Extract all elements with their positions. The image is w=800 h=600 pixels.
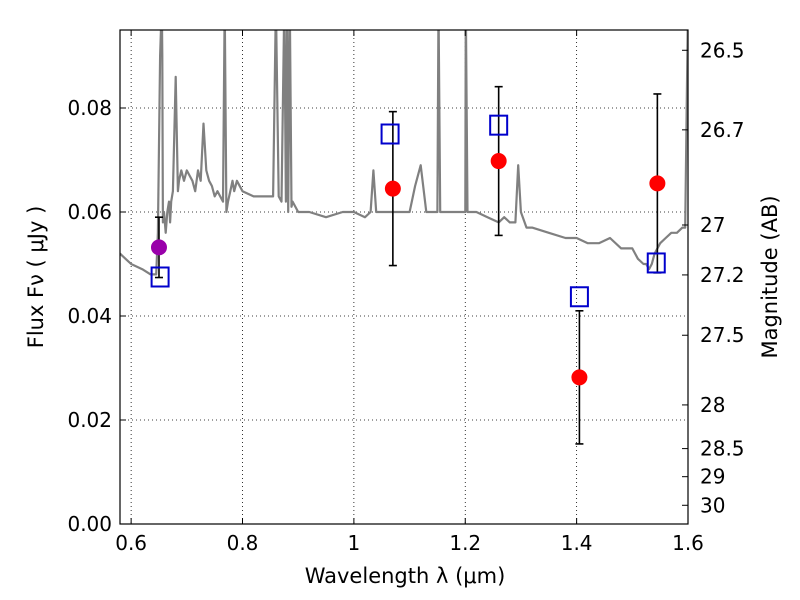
y-tick-label: 0.08 bbox=[67, 96, 112, 120]
x-axis-label: Wavelength λ (μm) bbox=[305, 564, 506, 588]
y2-tick-label: 27 bbox=[700, 213, 725, 237]
model-spectrum bbox=[120, 30, 688, 276]
y-tick-label: 0.00 bbox=[67, 512, 112, 536]
x-tick-label: 0.8 bbox=[227, 531, 259, 555]
y2-tick-label: 27.2 bbox=[700, 263, 745, 287]
x-tick-label: 1.2 bbox=[449, 531, 481, 555]
y-tick-label: 0.06 bbox=[67, 200, 112, 224]
y2-tick-label: 26.7 bbox=[700, 118, 745, 142]
x-tick-label: 1.6 bbox=[672, 531, 704, 555]
model-band-square bbox=[150, 266, 170, 288]
model-band-square bbox=[380, 123, 400, 145]
data-point bbox=[150, 239, 167, 256]
y2-tick-label: 28 bbox=[700, 393, 725, 417]
model-band-square bbox=[489, 114, 509, 136]
y2-axis-label: Magnitude (AB) bbox=[758, 195, 782, 358]
data-point bbox=[490, 153, 507, 170]
data-point bbox=[649, 175, 666, 192]
data-point bbox=[571, 369, 588, 386]
y-tick-label: 0.04 bbox=[67, 304, 112, 328]
y2-tick-label: 27.5 bbox=[700, 323, 745, 347]
axis-ticks: 0.6 0.8 1 1.2 1.4 1.6 0.00 0.02 0.04 0.06 0.08 26.5… bbox=[67, 30, 745, 555]
spectrum-line bbox=[120, 30, 688, 276]
y2-tick-label: 30 bbox=[700, 493, 725, 517]
y-axis-label: Flux Fν ( μJy ) bbox=[24, 206, 48, 349]
x-tick-label: 0.6 bbox=[115, 531, 147, 555]
data-markers bbox=[150, 85, 666, 445]
y2-tick-label: 29 bbox=[700, 465, 725, 489]
data-point bbox=[384, 180, 401, 197]
model-band-square bbox=[646, 252, 666, 274]
plot-frame bbox=[119, 29, 689, 525]
x-tick-label: 1.4 bbox=[561, 531, 593, 555]
x-tick-label: 1 bbox=[348, 531, 361, 555]
model-band-square bbox=[569, 286, 589, 308]
y2-tick-label: 26.5 bbox=[700, 38, 745, 62]
y2-tick-label: 28.5 bbox=[700, 437, 745, 461]
y-tick-label: 0.02 bbox=[67, 408, 112, 432]
